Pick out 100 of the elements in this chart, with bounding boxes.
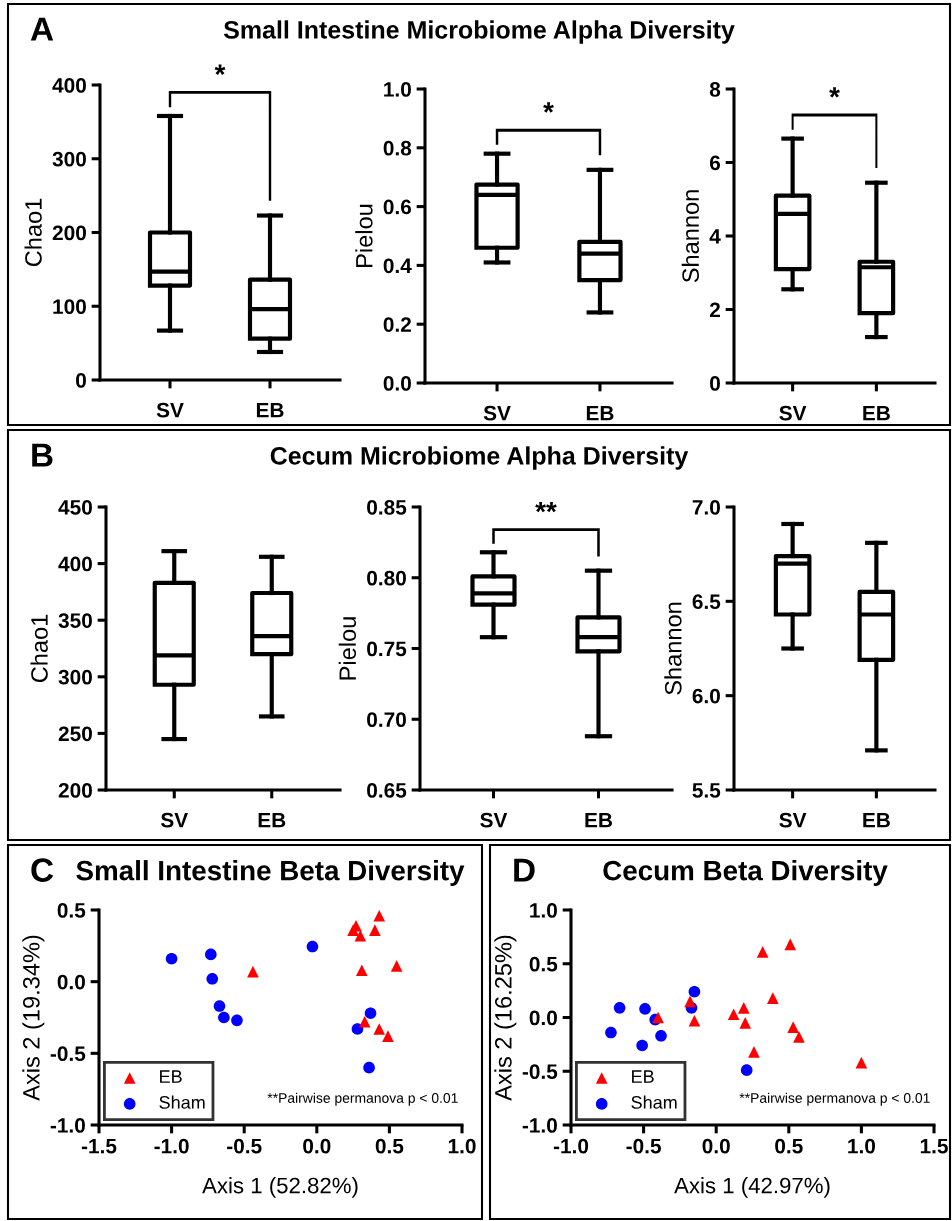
x-axis-title: Axis 1 (52.82%) (202, 1177, 358, 1198)
point (356, 964, 368, 977)
y-axis-title: Shannon (681, 190, 699, 283)
x-tick-label: -1.5 (81, 1138, 117, 1154)
y-tick-label: 400 (52, 78, 86, 93)
y-axis-title: Chao1 (24, 198, 42, 267)
chart-title: B (32, 443, 53, 467)
x-tick-label: SV (483, 405, 511, 421)
point (855, 1056, 868, 1069)
x-tick-label: EB (585, 812, 613, 828)
y-axis-title: Axis 2 (19.34%) (22, 935, 45, 1101)
x-tick-label: -0.5 (626, 1138, 661, 1154)
y-tick-label: -0.5 (522, 1064, 558, 1079)
point (636, 1039, 648, 1052)
point (688, 985, 701, 998)
y-tick-label: 200 (58, 783, 92, 798)
y-tick-label: 6.5 (692, 594, 721, 610)
point (347, 924, 359, 936)
x-tick-label: EB (586, 405, 614, 421)
point (740, 1064, 753, 1076)
y-tick-label: 250 (58, 726, 92, 742)
point (373, 1023, 386, 1035)
point (231, 1014, 243, 1027)
x-tick-label: EB (256, 402, 284, 418)
point (688, 1014, 701, 1027)
chart-title: C (31, 858, 54, 882)
chart-subtitle: Cecum Beta Diversity (603, 860, 888, 886)
point (364, 1007, 377, 1020)
y-tick-label: 0.4 (383, 258, 412, 274)
point (748, 1046, 760, 1058)
point (218, 1011, 230, 1024)
chart-subtitle: Small Intestine Beta Diversity (76, 860, 465, 886)
point (739, 1017, 752, 1029)
y-tick-label: 0.65 (367, 783, 407, 798)
y-tick-label: -1.0 (522, 1118, 557, 1133)
y-axis-title: Pielou (355, 204, 373, 267)
point (639, 1003, 651, 1015)
y-tick-label: 4 (709, 229, 721, 244)
y-tick-label: 5.5 (692, 783, 721, 798)
y-tick-label: 350 (58, 613, 92, 628)
point (767, 992, 779, 1004)
text: Small Intestine Microbiome Alpha Diversity (223, 20, 735, 44)
y-axis-title: Chao1 (30, 614, 48, 683)
y-tick-label: 0 (76, 373, 86, 388)
x-tick-label: -1.0 (553, 1138, 589, 1154)
point (390, 960, 403, 972)
annotation: **Pairwise permanova p < 0.01 (267, 1092, 458, 1106)
y-axis-title: Shannon (664, 602, 682, 695)
y-tick-label: 300 (52, 151, 86, 167)
y-tick-label: 100 (53, 299, 86, 314)
y-tick-label: 6.0 (692, 688, 720, 704)
y-tick-label: 1.0 (384, 82, 411, 97)
x-tick-label: -0.5 (227, 1138, 262, 1154)
point (382, 1030, 394, 1042)
x-tick-label: -1.0 (154, 1138, 189, 1154)
y-tick-label: 0.8 (383, 140, 412, 156)
annotation: * (543, 102, 554, 113)
y-tick-label: -1.0 (50, 1118, 85, 1133)
annotation: * (829, 87, 840, 98)
legend-label: Sham (159, 1095, 205, 1109)
y-tick-label: 200 (52, 225, 86, 241)
y-tick-label: 0.5 (529, 956, 558, 972)
y-tick-label: 8 (709, 82, 721, 97)
point (737, 1002, 750, 1014)
x-tick-label: SV (779, 812, 807, 828)
point (613, 1002, 626, 1014)
point (373, 910, 386, 922)
point (727, 1008, 740, 1021)
y-tick-label: 0.0 (529, 1010, 557, 1026)
legend-label: EB (160, 1070, 182, 1083)
point (358, 1015, 371, 1028)
y-axis-title: Axis 2 (16.25%) (494, 935, 517, 1101)
text: Cecum Microbiome Alpha Diversity (270, 446, 689, 470)
x-tick-label: 1.5 (920, 1138, 948, 1154)
annotation: **Pairwise permanova p < 0.01 (739, 1092, 930, 1106)
y-tick-label: 0 (710, 376, 720, 391)
y-tick-label: 0.0 (57, 974, 85, 990)
point (605, 1026, 617, 1039)
x-tick-label: EB (863, 812, 890, 828)
point (213, 1000, 226, 1012)
point (787, 1021, 799, 1033)
y-tick-label: -0.5 (50, 1046, 86, 1062)
point (206, 972, 219, 985)
y-tick-label: 0.70 (367, 712, 406, 727)
annotation: ** (535, 501, 557, 513)
x-tick-label: SV (480, 812, 508, 828)
y-tick-label: 0.0 (383, 376, 411, 391)
point (684, 995, 696, 1008)
point (784, 938, 797, 951)
x-tick-label: SV (156, 402, 184, 418)
x-tick-label: 1.0 (848, 1138, 876, 1154)
point (793, 1031, 805, 1043)
point (756, 946, 769, 958)
point (363, 1061, 375, 1074)
legend-label: Sham (631, 1095, 677, 1109)
x-tick-label: EB (863, 405, 890, 421)
x-tick-label: 1.0 (448, 1138, 476, 1154)
y-tick-label: 0.2 (383, 317, 411, 332)
point (306, 940, 319, 953)
x-tick-label: EB (258, 812, 286, 828)
